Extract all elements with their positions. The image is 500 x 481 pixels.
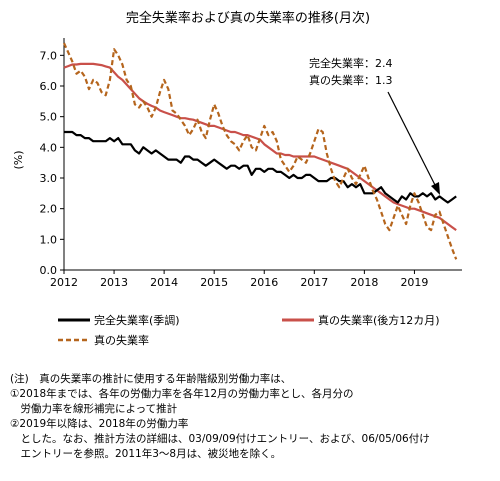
series-line-1 bbox=[64, 130, 457, 204]
x-tick-label: 2019 bbox=[400, 276, 428, 289]
series-line-2 bbox=[63, 62, 457, 231]
note-line-5: とした。なお、推計方法の詳細は、03/09/09付けエントリー、および、06/0… bbox=[10, 433, 430, 445]
legend-label-series-2: 真の失業率(後方12カ月) bbox=[318, 313, 440, 327]
y-tick-label: 6.0 bbox=[40, 80, 58, 93]
annotation-arrowhead bbox=[431, 182, 440, 195]
y-tick-label: 7.0 bbox=[40, 49, 58, 62]
y-tick-label: 5.0 bbox=[40, 111, 58, 124]
x-tick-label: 2013 bbox=[100, 276, 128, 289]
y-tick-label: 2.0 bbox=[40, 203, 58, 216]
x-tick-label: 2016 bbox=[250, 276, 278, 289]
annotation-arrow bbox=[387, 91, 437, 188]
legend: 完全失業率(季調) 真の失業率(後方12カ月) 真の失業率 bbox=[58, 313, 440, 347]
chart-title: 完全失業率および真の失業率の推移(月次) bbox=[126, 10, 370, 26]
y-tick-label: 0.0 bbox=[40, 264, 58, 277]
series-line-3 bbox=[62, 42, 458, 260]
y-tick-label: 4.0 bbox=[40, 141, 58, 154]
x-tick-label: 2018 bbox=[350, 276, 378, 289]
axes: 0.0 1.0 2.0 3.0 4.0 5.0 6.0 7.0 2012 2013 2014 2015… bbox=[40, 38, 462, 289]
note-line-4: ②2019年以降は、2018年の労働力率 bbox=[10, 418, 189, 430]
y-axis-label: (%) bbox=[12, 150, 25, 169]
annotation: 完全失業率：2.4 真の失業率：1.3 bbox=[309, 56, 440, 195]
plot-area bbox=[62, 42, 458, 260]
note-line-3: 労働力率を線形補完によって推計 bbox=[10, 403, 178, 415]
note-line-1: (注) 真の失業率の推計に使用する年齢階級別労働力率は、 bbox=[10, 373, 292, 385]
x-tick-label: 2014 bbox=[150, 276, 178, 289]
legend-label-series-1: 完全失業率(季調) bbox=[94, 313, 180, 327]
annotation-line-1: 完全失業率：2.4 bbox=[309, 56, 393, 70]
note-line-2: ①2018年までは、各年の労働力率を各年12月の労働力率とし、各月分の bbox=[10, 388, 354, 400]
y-tick-label: 1.0 bbox=[40, 233, 58, 246]
x-tick-label: 2012 bbox=[50, 276, 78, 289]
x-tick-label: 2017 bbox=[300, 276, 328, 289]
note-line-6: エントリーを参照。2011年3～8月は、被災地を除く。 bbox=[10, 448, 282, 460]
x-tick-label: 2015 bbox=[200, 276, 228, 289]
y-tick-label: 3.0 bbox=[40, 172, 58, 185]
annotation-line-2: 真の失業率：1.3 bbox=[309, 73, 393, 87]
legend-label-series-3: 真の失業率 bbox=[94, 333, 149, 347]
